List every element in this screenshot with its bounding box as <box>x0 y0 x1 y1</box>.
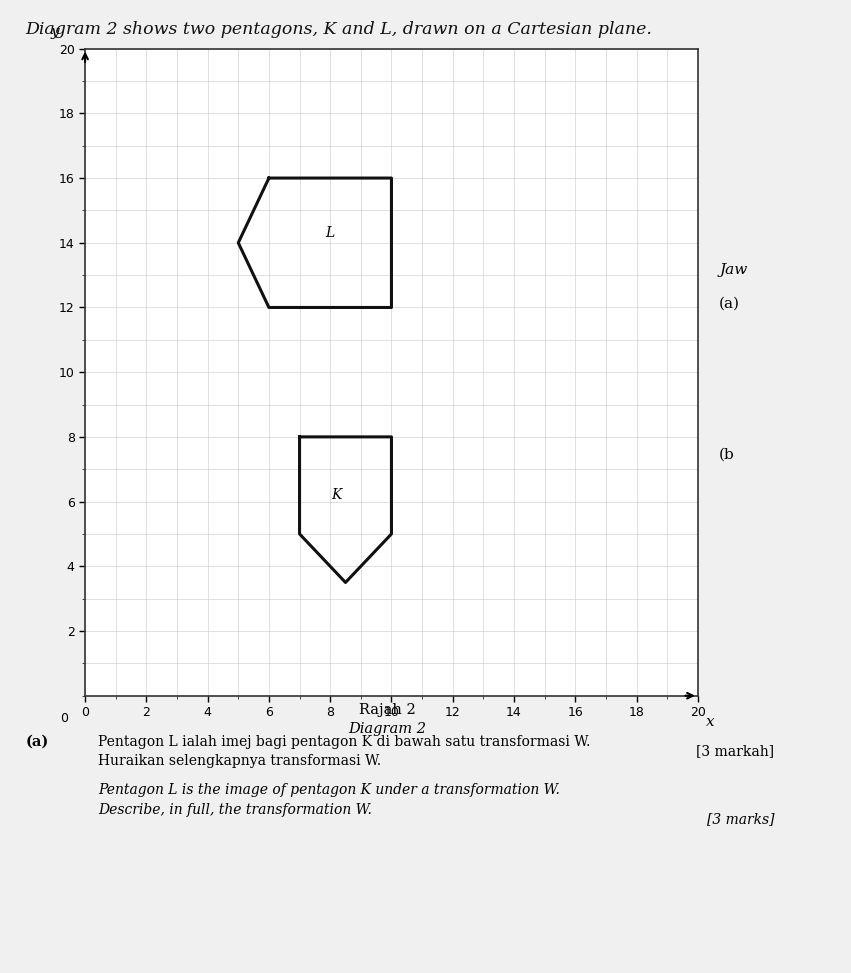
Text: L: L <box>326 226 334 240</box>
Text: 0: 0 <box>60 712 68 725</box>
Text: (a): (a) <box>719 297 740 310</box>
Text: Pentagon L is the image of pentagon K under a transformation W.: Pentagon L is the image of pentagon K un… <box>98 783 560 797</box>
Text: [3 markah]: [3 markah] <box>696 744 774 758</box>
Text: Huraikan selengkapnya transformasi W.: Huraikan selengkapnya transformasi W. <box>98 754 381 768</box>
Text: y: y <box>50 25 59 40</box>
Text: x: x <box>705 714 714 729</box>
Text: (a): (a) <box>26 735 49 748</box>
Text: (b: (b <box>719 448 735 461</box>
Text: Diagram 2: Diagram 2 <box>348 722 426 736</box>
Text: Describe, in full, the transformation W.: Describe, in full, the transformation W. <box>98 803 372 816</box>
Text: Jaw: Jaw <box>719 263 747 276</box>
Text: K: K <box>331 488 341 502</box>
Text: Pentagon L ialah imej bagi pentagon K di bawah satu transformasi W.: Pentagon L ialah imej bagi pentagon K di… <box>98 735 591 748</box>
Text: Rajah 2: Rajah 2 <box>359 703 415 716</box>
Text: Diagram 2 shows two pentagons, K and L, drawn on a Cartesian plane.: Diagram 2 shows two pentagons, K and L, … <box>26 21 653 38</box>
Text: [3 marks]: [3 marks] <box>707 812 774 826</box>
